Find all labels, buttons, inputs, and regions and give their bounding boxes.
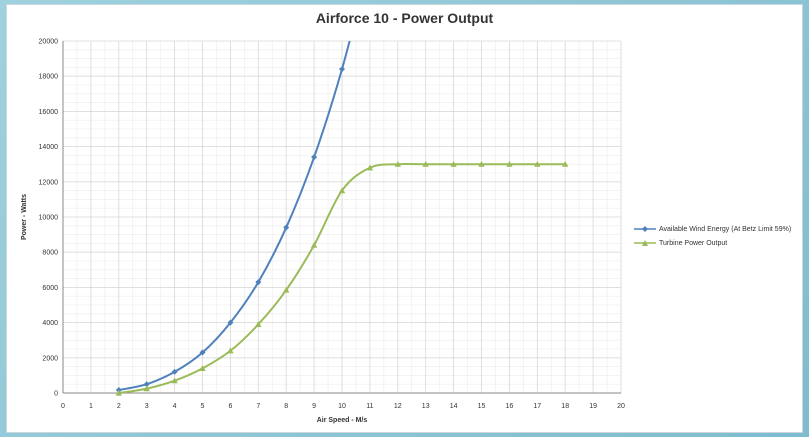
markers-group [115, 66, 569, 396]
data-point-wind [311, 154, 318, 161]
y-tick-label: 8000 [42, 250, 58, 257]
legend: Available Wind Energy (At Betz Limit 59%… [634, 222, 791, 250]
data-point-wind [227, 319, 234, 326]
legend-item-turbine: Turbine Power Output [634, 236, 791, 250]
data-point-turbine [115, 389, 122, 396]
data-point-wind [283, 224, 290, 231]
y-tick-label: 12000 [39, 179, 59, 186]
legend-label-turbine: Turbine Power Output [659, 239, 728, 247]
x-tick-label: 20 [617, 403, 625, 410]
data-point-wind [199, 349, 206, 356]
data-point-turbine [310, 241, 318, 248]
y-tick-label: 2000 [42, 355, 58, 362]
data-point-wind [143, 381, 150, 388]
x-tick-label: 4 [173, 403, 177, 410]
data-point-turbine [171, 377, 178, 384]
x-tick-label: 1 [89, 403, 93, 410]
x-tick-label: 11 [366, 403, 373, 410]
data-point-wind [255, 279, 262, 286]
series-line-wind [118, 41, 351, 391]
data-point-turbine [227, 347, 234, 354]
data-point-turbine [534, 161, 541, 167]
y-tick-label: 16000 [39, 109, 59, 116]
y-tick-label: 10000 [39, 215, 59, 222]
y-tick-label: 4000 [42, 320, 58, 327]
data-point-turbine [283, 286, 290, 293]
data-point-turbine [394, 161, 401, 167]
x-tick-label: 14 [450, 403, 458, 410]
y-axis-label: Power - Watts [21, 194, 28, 240]
chart-title: Airforce 10 - Power Output [315, 10, 494, 26]
x-tick-label: 18 [561, 403, 569, 410]
data-point-wind [339, 66, 345, 73]
x-tick-label: 10 [338, 403, 346, 410]
legend-item-wind: Available Wind Energy (At Betz Limit 59%… [634, 222, 791, 236]
y-tick-label: 18000 [39, 74, 59, 81]
y-tick-label: 0 [54, 391, 58, 398]
x-tick-label: 6 [228, 403, 232, 410]
data-point-turbine [199, 365, 206, 371]
data-point-turbine [338, 187, 346, 194]
x-tick-label: 9 [312, 403, 316, 410]
grid-lines [62, 40, 622, 394]
data-point-turbine [143, 385, 150, 392]
x-tick-label: 0 [61, 403, 65, 410]
data-point-turbine [562, 161, 569, 167]
legend-swatch-wind [634, 226, 656, 232]
data-point-turbine [366, 164, 374, 171]
x-tick-label: 16 [506, 403, 514, 410]
x-tick-label: 2 [117, 403, 121, 410]
x-axis-label: Air Speed - M/s [317, 417, 368, 424]
y-tick-label: 6000 [42, 285, 58, 292]
data-point-wind [171, 368, 178, 375]
x-tick-label: 15 [478, 403, 486, 410]
data-point-turbine [422, 161, 429, 167]
data-point-turbine [255, 321, 262, 327]
x-tick-label: 8 [284, 403, 288, 410]
x-tick-label: 13 [422, 403, 430, 410]
chart-panel [6, 4, 803, 433]
x-tick-label: 5 [201, 403, 205, 410]
data-point-turbine [450, 161, 457, 167]
y-tick-label: 14000 [39, 144, 59, 151]
x-tick-label: 3 [145, 403, 149, 410]
y-tick-label: 20000 [39, 39, 59, 46]
x-tick-label: 7 [256, 403, 260, 410]
data-point-turbine [478, 161, 485, 167]
tick-labels: 0 1 2 3 4 5 6 7 8 9 10 11 12 13 14 15 16 17 18 19 2002000400… [39, 39, 625, 411]
legend-swatch-turbine [634, 240, 656, 246]
x-tick-label: 19 [589, 403, 597, 410]
data-point-turbine [506, 161, 513, 167]
axes [62, 41, 621, 394]
x-tick-label: 12 [394, 403, 402, 410]
legend-label-wind: Available Wind Energy (At Betz Limit 59%… [659, 225, 792, 233]
x-tick-label: 17 [533, 403, 541, 410]
